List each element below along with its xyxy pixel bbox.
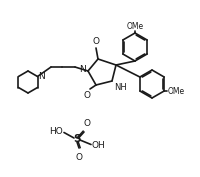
- Text: OMe: OMe: [168, 87, 185, 96]
- Text: N: N: [39, 72, 45, 81]
- Text: OMe: OMe: [126, 22, 144, 31]
- Text: N: N: [79, 65, 86, 75]
- Text: OH: OH: [92, 141, 106, 150]
- Text: HO: HO: [49, 127, 63, 136]
- Text: NH: NH: [114, 83, 127, 92]
- Text: O: O: [84, 92, 90, 101]
- Text: O: O: [92, 38, 100, 47]
- Text: O: O: [84, 119, 90, 129]
- Text: O: O: [76, 153, 83, 161]
- Text: S: S: [73, 134, 81, 144]
